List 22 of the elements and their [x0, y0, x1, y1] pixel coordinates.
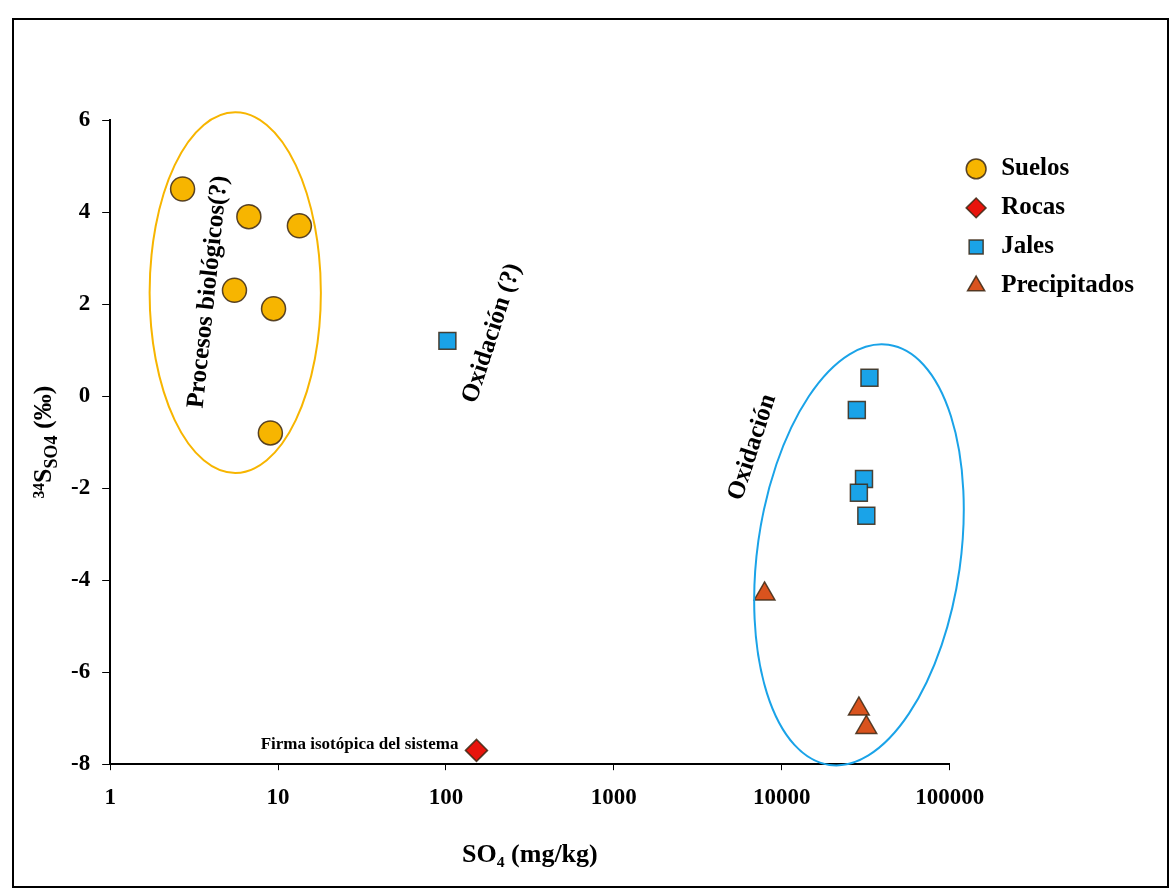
x-tick-label: 100 — [428, 783, 464, 809]
legend-label: Suelos — [1001, 153, 1070, 181]
y-tick-label: 2 — [78, 289, 91, 315]
legend-label: Rocas — [1001, 192, 1066, 220]
x-tick-label: 10 — [266, 783, 290, 809]
x-axis-title: SO₄ (mg/kg) — [462, 839, 598, 869]
x-tick-label: 100000 — [915, 783, 985, 809]
legend-label: Jales — [1001, 231, 1055, 259]
y-axis-title: ³⁴SSO4 (‰) — [27, 385, 61, 499]
y-tick-label: -4 — [70, 566, 91, 592]
annotation: Firma isotópica del sistema — [260, 733, 459, 753]
y-tick-label: 0 — [78, 382, 91, 408]
x-tick-label: 10000 — [752, 783, 811, 809]
y-tick-label: 4 — [78, 197, 91, 223]
y-tick-label: 6 — [78, 105, 91, 131]
x-tick-label: 1000 — [590, 783, 637, 809]
annotation: Procesos biológicos(?) — [180, 174, 233, 410]
y-tick-label: -2 — [70, 474, 91, 500]
legend-label: Precipitados — [1001, 270, 1135, 298]
y-tick-label: -6 — [70, 658, 91, 684]
x-tick-label: 1 — [104, 783, 116, 809]
y-tick-label: -8 — [70, 750, 91, 776]
